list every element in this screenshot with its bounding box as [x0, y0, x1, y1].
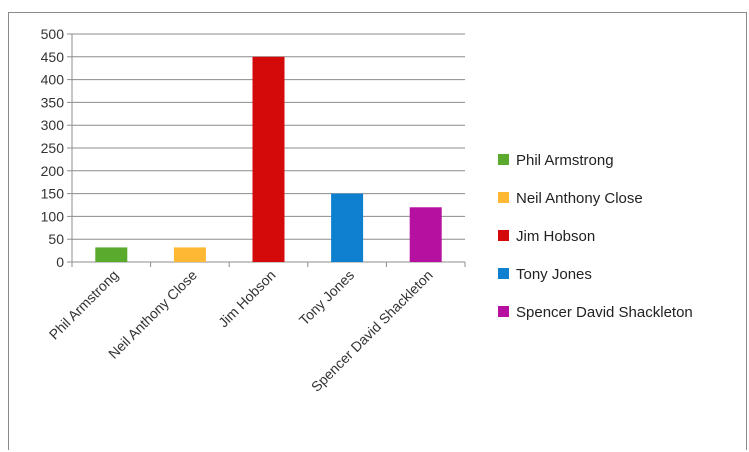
x-tick-label: Phil Armstrong [46, 267, 122, 343]
x-tick-label: Tony Jones [296, 267, 357, 328]
bar-tony-jones [331, 193, 364, 262]
legend-swatch [498, 306, 509, 317]
chart-frame [8, 12, 747, 450]
x-tick-label: Neil Anthony Close [105, 267, 200, 362]
x-tick-label: Jim Hobson [215, 267, 279, 331]
y-tick-label: 250 [41, 140, 65, 156]
legend-label: Tony Jones [516, 266, 592, 283]
y-tick-label: 350 [41, 94, 65, 110]
bar-phil-armstrong [95, 247, 128, 262]
y-tick-label: 100 [41, 208, 65, 224]
legend-swatch [498, 154, 509, 165]
legend-swatch [498, 230, 509, 241]
legend-swatch [498, 192, 509, 203]
y-tick-label: 0 [56, 254, 64, 270]
legend-label: Phil Armstrong [516, 152, 614, 169]
legend-swatch [498, 268, 509, 279]
bar-spencer-david-shackleton [409, 207, 442, 262]
y-tick-label: 300 [41, 117, 65, 133]
y-tick-label: 450 [41, 49, 65, 65]
y-tick-label: 50 [48, 231, 64, 247]
y-tick-label: 400 [41, 72, 65, 88]
y-tick-label: 150 [41, 186, 65, 202]
y-tick-label: 200 [41, 163, 65, 179]
bar-neil-anthony-close [173, 247, 206, 262]
y-tick-label: 500 [41, 26, 65, 42]
legend-label: Jim Hobson [516, 228, 595, 245]
bar-jim-hobson [252, 56, 285, 262]
legend-label: Spencer David Shackleton [516, 304, 693, 321]
legend-label: Neil Anthony Close [516, 190, 643, 207]
